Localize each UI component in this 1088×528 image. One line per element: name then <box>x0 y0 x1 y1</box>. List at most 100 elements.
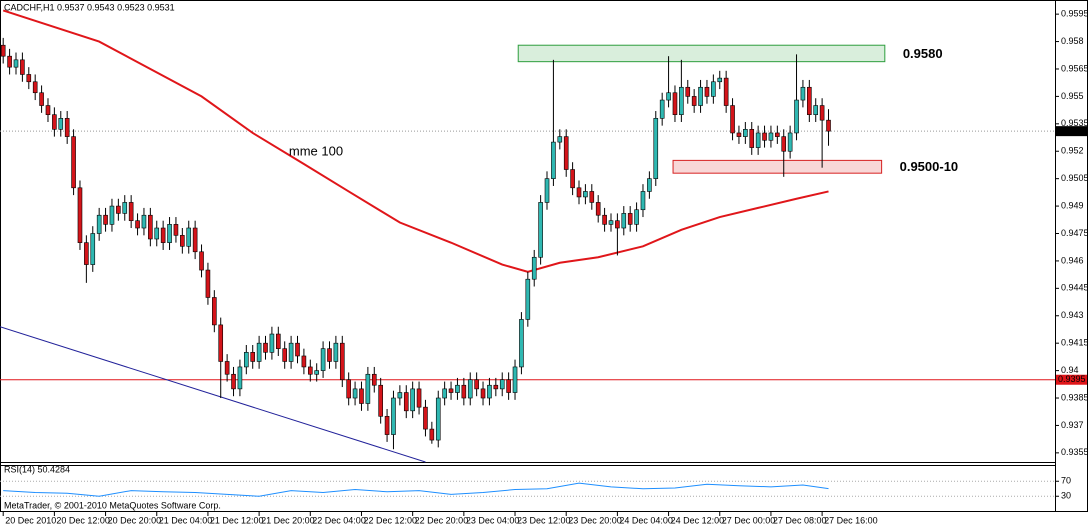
last-price-label: 0.9531 <box>1058 126 1086 136</box>
candle-body <box>90 233 96 265</box>
candle-body <box>359 388 364 404</box>
candle-body <box>352 388 358 399</box>
candle-body <box>122 202 128 214</box>
candle-body <box>128 202 134 222</box>
candle-body <box>333 342 339 362</box>
y-tick-label: 0.9355 <box>1061 447 1088 457</box>
candle-body <box>442 388 447 399</box>
candle-body <box>135 220 140 229</box>
candle-body <box>109 205 115 225</box>
y-tick-label: 0.949 <box>1061 200 1084 210</box>
candle-body <box>467 379 473 399</box>
y-tick-label: 0.946 <box>1061 255 1084 265</box>
candle-body <box>519 319 524 368</box>
candle-body <box>730 105 735 134</box>
rsi-tick-label: 30 <box>1061 491 1071 501</box>
candle-body <box>563 136 569 170</box>
x-tick-label: 22 Dec 04:00 <box>312 515 366 525</box>
candle-body <box>71 136 76 189</box>
x-tick-label: 24 Dec 12:00 <box>671 515 725 525</box>
rsi-tick-label: 70 <box>1061 476 1071 486</box>
candle-body <box>461 384 467 399</box>
candle-body <box>141 214 147 229</box>
footer: MetaTrader, © 2001-2010 MetaQuotes Softw… <box>4 500 221 510</box>
y-tick-label: 0.9445 <box>1061 283 1088 293</box>
candle-body <box>762 132 767 141</box>
candle-body <box>499 379 505 390</box>
zone-label: 0.9580 <box>903 46 943 61</box>
candle-body <box>800 86 806 101</box>
zone <box>517 44 886 63</box>
candle-body <box>327 348 332 362</box>
candle-body <box>429 428 435 441</box>
y-tick-label: 0.955 <box>1061 91 1084 101</box>
last-price-box <box>1056 126 1087 137</box>
candle-body <box>186 227 192 247</box>
candle-body <box>487 384 492 399</box>
candle-body <box>0 44 6 57</box>
chart-title: CADCHF,H1 0.9537 0.9543 0.9523 0.9531 <box>4 2 175 12</box>
candle-body <box>615 220 620 229</box>
candle-body <box>154 227 160 240</box>
candle-body <box>583 191 588 198</box>
candle-body <box>148 214 153 240</box>
candle-body <box>448 388 454 393</box>
candle-body <box>64 118 70 137</box>
candle-body <box>787 132 793 152</box>
candle-body <box>557 136 563 143</box>
candle-body <box>679 86 684 115</box>
candle-body <box>493 384 499 390</box>
candle-body <box>320 348 326 371</box>
candle-body <box>410 388 415 412</box>
candle-body <box>39 92 44 106</box>
x-tick-label: 20 Dec 2010 <box>5 515 56 525</box>
candle-body <box>282 348 288 362</box>
candle-body <box>531 256 537 280</box>
candle-body <box>512 366 518 393</box>
y-tick-label: 0.9595 <box>1061 9 1088 19</box>
candle-body <box>698 86 703 106</box>
x-tick-label: 24 Dec 04:00 <box>619 515 673 525</box>
x-tick-label: 20 Dec 20:00 <box>108 515 162 525</box>
candle-body <box>819 105 825 121</box>
candle-body <box>96 214 102 234</box>
candle-body <box>250 352 256 362</box>
level-label-box <box>1056 374 1087 385</box>
candle-body <box>314 370 319 375</box>
candle-body <box>595 202 601 216</box>
candle-body <box>576 187 582 198</box>
zone-label: 0.9500-10 <box>900 159 959 174</box>
candle-body <box>755 132 761 148</box>
y-tick-label: 0.9565 <box>1061 63 1088 73</box>
candle-body <box>691 96 697 106</box>
y-tick-label: 0.94 <box>1061 365 1079 375</box>
candle-body <box>794 99 799 134</box>
candle-body <box>608 220 614 225</box>
candle-body <box>704 86 710 97</box>
y-tick-label: 0.9505 <box>1061 173 1088 183</box>
candle-body <box>403 392 409 412</box>
x-tick-label: 27 Dec 08:00 <box>773 515 827 525</box>
candle-body <box>474 379 479 390</box>
y-tick-label: 0.9415 <box>1061 338 1088 348</box>
candle-body <box>307 366 313 375</box>
candle-body <box>288 342 294 362</box>
candle-body <box>480 388 486 399</box>
x-tick-label: 21 Dec 20:00 <box>261 515 315 525</box>
candle-body <box>749 129 755 148</box>
x-tick-label: 23 Dec 20:00 <box>568 515 622 525</box>
candle-body <box>813 105 819 115</box>
candle-body <box>365 373 371 404</box>
candle-body <box>237 366 243 390</box>
candle-body <box>301 355 307 368</box>
candle-body <box>244 352 249 368</box>
candle-body <box>717 77 723 83</box>
candle-body <box>391 397 396 435</box>
x-tick-label: 27 Dec 00:00 <box>722 515 776 525</box>
candle-body <box>116 205 121 214</box>
x-tick-label: 21 Dec 04:00 <box>159 515 213 525</box>
candle-body <box>32 81 38 94</box>
candle-body <box>84 242 89 265</box>
candle-body <box>276 333 281 349</box>
y-tick-label: 0.9475 <box>1061 228 1088 238</box>
